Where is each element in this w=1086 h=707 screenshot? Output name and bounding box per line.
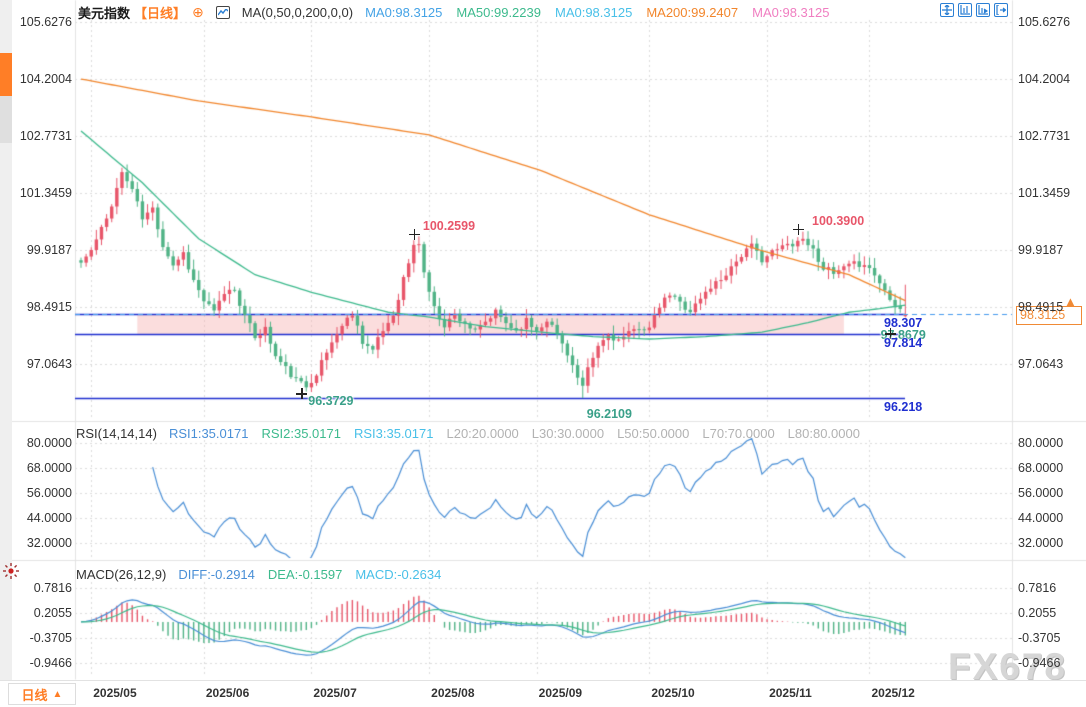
legend-value: L80:80.0000 [787,426,860,441]
y-axis-label: 102.7731 [1018,129,1071,143]
y-axis-label: 98.4915 [26,300,72,314]
goto-latest-icon[interactable] [994,3,1008,17]
legend-value: MA200:99.2407 [646,5,739,20]
price-annotation: 96.3729 [308,393,354,408]
y-axis-label: 102.7731 [19,129,72,143]
y-axis-label: -0.9466 [1018,656,1061,670]
y-axis-label: 44.0000 [1018,510,1064,525]
y-axis-label: 98.4915 [1018,300,1064,314]
support-line-label: 97.814 [884,336,923,351]
sun-icon[interactable] [2,562,20,580]
y-axis-label: 105.6276 [19,15,72,29]
crosshair-marker [296,388,308,400]
add-overlay-button[interactable]: ⊕ [192,4,204,20]
y-axis-label: 0.2055 [1018,606,1057,620]
rsi-header: RSI(14,14,14) RSI1:35.0171 RSI2:35.0171 RS… [76,426,860,441]
crosshair-marker [884,328,896,340]
legend-value: MACD:-0.2634 [355,567,442,582]
price-annotation: 97.8679 [880,327,926,342]
crosshair-marker [408,228,420,240]
crosshair-marker [792,223,804,235]
period-selector-label: 日线 [21,687,48,703]
y-axis-label: -0.9466 [29,656,72,670]
support-line-label: 96.218 [884,399,923,414]
y-axis-label: -0.3705 [1018,631,1061,645]
legend-value: MA0:98.3125 [554,5,633,20]
y-axis-label: 68.0000 [1018,460,1064,475]
macd-formula: MACD(26,12,9) [76,567,167,582]
y-axis-label: 99.9187 [1018,243,1064,257]
y-axis-label: 0.7816 [33,581,72,595]
macd-header: MACD(26,12,9) DIFF:-0.2914 DEA:-0.1597 MAC… [76,567,441,582]
y-axis-label: 97.0643 [1018,357,1064,371]
x-axis-label: 2025/05 [93,686,137,700]
y-axis-label: 80.0000 [1018,436,1064,450]
y-axis-label: -0.3705 [29,631,72,645]
legend-value: RSI2:35.0171 [261,426,341,441]
y-axis-label: 0.7816 [1018,581,1057,595]
legend-value: MA0:98.3125 [752,5,830,20]
y-axis-label: 32.0000 [26,535,72,550]
price-annotation: 100.3900 [812,214,865,229]
legend-value: DIFF:-0.2914 [178,567,255,582]
y-axis-label: 44.0000 [26,510,72,525]
legend-value: L70:70.0000 [702,426,775,441]
x-axis-label: 2025/06 [205,686,250,700]
legend-value: DEA:-0.1597 [267,567,343,582]
y-axis-label: 56.0000 [26,485,72,500]
x-axis-label: 2025/08 [431,686,475,700]
legend-value: MA0:98.3125 [365,5,443,20]
left-tool-strip [0,0,12,680]
x-axis-label: 2025/07 [313,686,357,700]
legend-value: L30:30.0000 [531,426,605,441]
pan-icon[interactable] [940,3,954,17]
price-up-arrow-icon: ▲ [1064,294,1077,309]
y-axis-label: 101.3459 [1018,186,1071,200]
rsi-legend-values: RSI1:35.0171 RSI2:35.0171 RSI3:35.0171 L20:… [169,426,860,441]
legend-value: RSI1:35.0171 [168,426,249,441]
support-line-label: 98.307 [884,316,923,331]
legend-value: MA50:99.2239 [456,5,541,20]
y-axis-label: 99.9187 [26,243,72,257]
price-annotation: 96.2109 [586,407,632,422]
ma-formula: MA(0,50,0,200,0,0) [241,5,354,20]
chevron-up-icon: ▲ [52,688,63,700]
y-axis-label: 105.6276 [1018,15,1071,29]
chart-type-icon[interactable] [215,6,230,19]
x-axis-label: 2025/10 [651,686,695,700]
last-price-box: 98.3125 [1016,306,1082,325]
y-axis-label: 101.3459 [19,186,72,200]
symbol-title: 美元指数 [78,6,131,21]
y-axis-label: 32.0000 [1018,535,1064,550]
x-axis-label: 2025/11 [769,686,812,700]
ma-legend-values: MA0:98.3125 MA50:99.2239 MA0:98.3125 MA200:… [365,5,829,20]
y-axis-label: 56.0000 [1018,485,1064,500]
legend-value: L50:50.0000 [617,426,690,441]
axis-shift-icon[interactable] [976,3,990,17]
strip-secondary-indicator [0,96,12,143]
time-axis-bar [0,680,1086,707]
period-selector[interactable]: 日线 ▲ [8,683,76,705]
y-axis-label: 104.2004 [19,71,72,86]
x-axis-label: 2025/12 [871,686,915,700]
period-tag[interactable]: 【日线】 [134,6,187,21]
y-axis-label: 68.0000 [26,460,72,475]
rsi-formula: RSI(14,14,14) [76,426,157,441]
main-chart-header: 美元指数 【日线】 ⊕ MA(0,50,0,200,0,0) MA0:98.31… [78,3,829,22]
x-axis-label: 2025/09 [538,686,583,700]
y-axis-label: 0.2055 [33,606,72,620]
price-annotation: 100.2599 [422,219,476,234]
strip-active-indicator[interactable] [0,53,12,96]
macd-legend-values: DIFF:-0.2914 DEA:-0.1597 MACD:-0.2634 [178,567,441,582]
y-axis-label: 104.2004 [1018,71,1071,86]
chart-toolbar [940,3,1008,17]
axis-scale-icon[interactable] [958,3,972,17]
legend-value: RSI3:35.0171 [353,426,434,441]
y-axis-label: 80.0000 [26,436,72,450]
y-axis-label: 97.0643 [26,357,72,371]
legend-value: L20:20.0000 [446,426,519,441]
